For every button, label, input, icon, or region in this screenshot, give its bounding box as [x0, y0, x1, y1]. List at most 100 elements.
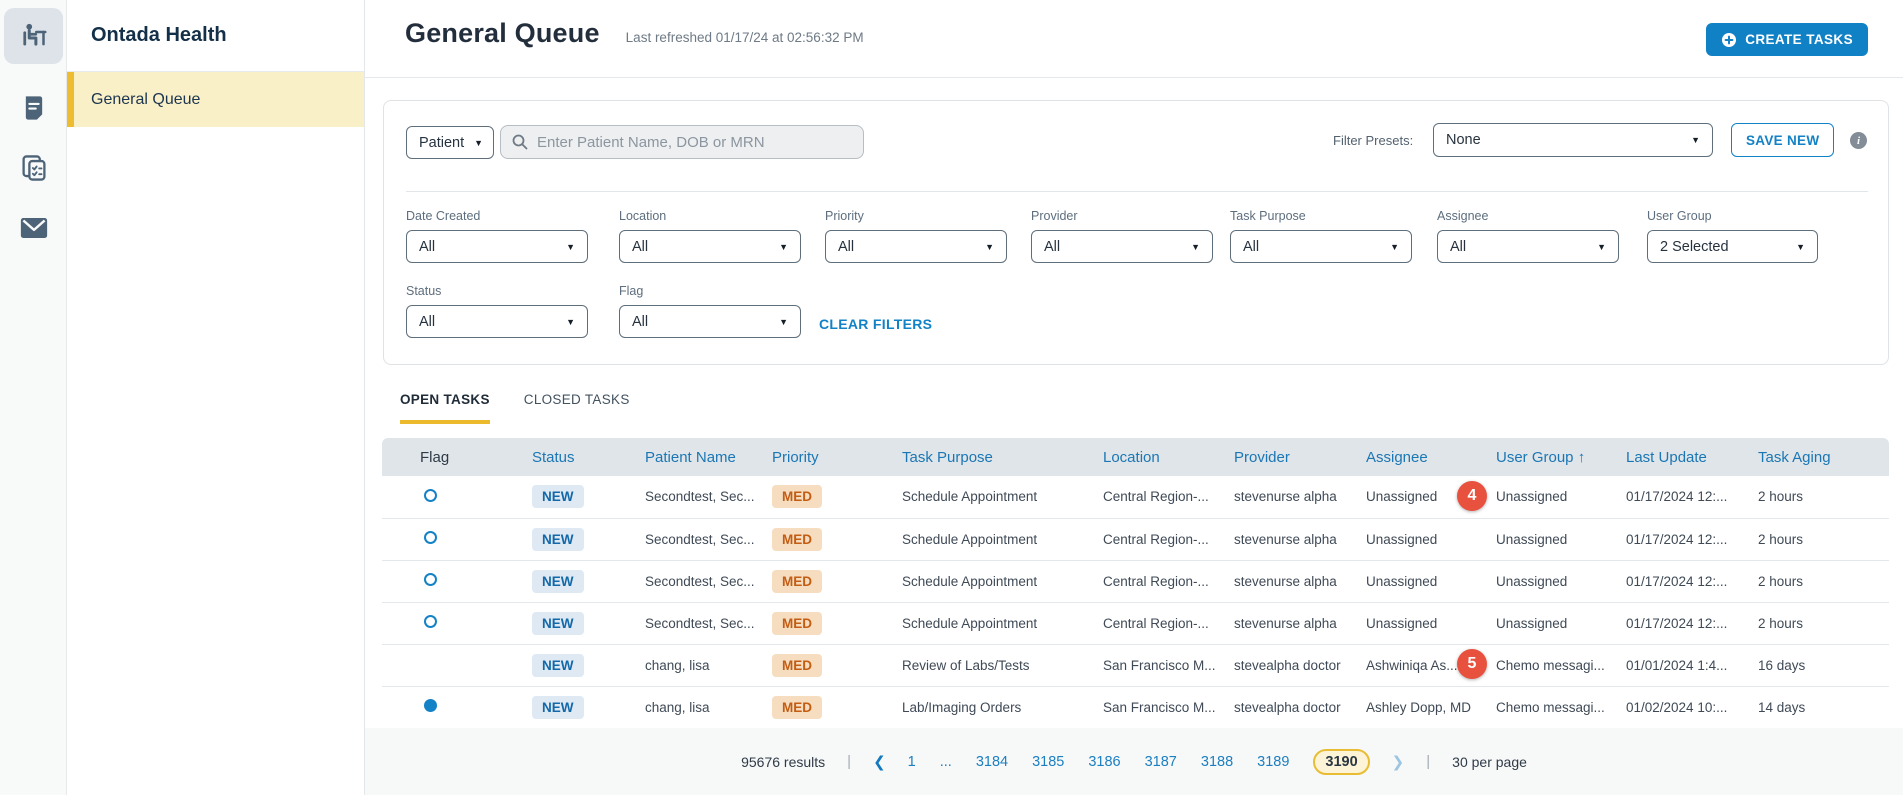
- filter-label: Flag: [619, 284, 644, 298]
- status-badge: NEW: [532, 695, 584, 719]
- annotation-marker-4: 4: [1457, 481, 1487, 511]
- column-header-assignee[interactable]: Assignee: [1366, 448, 1428, 466]
- sidebar-item-general-queue[interactable]: General Queue: [67, 72, 364, 127]
- page-link[interactable]: 1: [907, 753, 916, 770]
- page-link[interactable]: 3185: [1032, 753, 1065, 770]
- filter-label: Status: [406, 284, 442, 298]
- date-created-dropdown[interactable]: All ▼: [406, 230, 588, 263]
- page-link[interactable]: 3189: [1257, 753, 1290, 770]
- flag-outline-icon[interactable]: [424, 615, 437, 628]
- plus-circle-icon: [1722, 32, 1737, 47]
- provider-cell: stevenurse alpha: [1234, 615, 1337, 631]
- column-header-user-group[interactable]: User Group ↑: [1496, 448, 1586, 466]
- page-link-current[interactable]: 3190: [1313, 748, 1370, 775]
- priority-dropdown[interactable]: All ▼: [825, 230, 1007, 263]
- previous-page-chevron-icon[interactable]: ❮: [873, 753, 886, 771]
- status-dropdown[interactable]: All ▼: [406, 305, 588, 338]
- task-aging-cell: 2 hours: [1758, 531, 1804, 547]
- rail-mail-button[interactable]: [0, 200, 67, 256]
- flag-outline-icon[interactable]: [424, 573, 437, 586]
- filter-presets-dropdown[interactable]: None ▼: [1433, 123, 1713, 157]
- save-new-button[interactable]: SAVE NEW: [1731, 123, 1835, 157]
- patient-search-input[interactable]: [537, 133, 853, 151]
- provider-dropdown[interactable]: All ▼: [1031, 230, 1213, 263]
- flag-cell: [382, 518, 532, 560]
- user-group-cell: Chemo messagi...: [1496, 657, 1605, 673]
- table-row[interactable]: NEW Secondtest, Sec... MED Schedule Appoint…: [382, 518, 1889, 560]
- clear-filters-button[interactable]: CLEAR FILTERS: [819, 316, 933, 332]
- table-row[interactable]: NEW Secondtest, Sec... MED Schedule Appoint…: [382, 560, 1889, 602]
- task-purpose-cell: Schedule Appointment: [902, 615, 1038, 631]
- filter-group-assignee: Assignee All ▼: [1437, 209, 1619, 263]
- provider-cell: stevealpha doctor: [1234, 657, 1341, 673]
- column-header-flag[interactable]: Flag: [420, 448, 450, 466]
- flag-outline-icon[interactable]: [424, 488, 437, 502]
- separator: |: [1426, 753, 1431, 770]
- dropdown-value: All: [1243, 238, 1260, 255]
- column-header-last-update[interactable]: Last Update: [1626, 448, 1707, 466]
- assignee-dropdown[interactable]: All ▼: [1437, 230, 1619, 263]
- table-row[interactable]: NEW chang, lisa MED Lab/Imaging Orders San F…: [382, 686, 1889, 728]
- chevron-down-icon: ▼: [1691, 135, 1700, 145]
- dropdown-value: All: [838, 238, 855, 255]
- column-header-priority[interactable]: Priority: [772, 448, 819, 466]
- location-dropdown[interactable]: All ▼: [619, 230, 801, 263]
- column-header-provider[interactable]: Provider: [1234, 448, 1290, 466]
- task-tabs: OPEN TASKS CLOSED TASKS: [400, 392, 630, 424]
- separator: |: [847, 753, 852, 770]
- page-link[interactable]: 3187: [1144, 753, 1177, 770]
- table-row[interactable]: NEW Secondtest, Sec... MED Schedule Appoint…: [382, 602, 1889, 644]
- assignee-cell: Ashwiniqa As...: [1366, 657, 1458, 673]
- flag-outline-icon[interactable]: [424, 531, 437, 544]
- per-page-selector[interactable]: 30 per page: [1452, 753, 1527, 770]
- column-header-patient-name[interactable]: Patient Name: [645, 448, 736, 466]
- flag-cell: [382, 686, 532, 728]
- page-link[interactable]: 3188: [1200, 753, 1234, 770]
- main-area: General Queue Last refreshed 01/17/24 at…: [365, 0, 1903, 795]
- status-badge: NEW: [532, 653, 584, 677]
- table-row[interactable]: NEW chang, lisa MED Review of Labs/Tests San…: [382, 644, 1889, 686]
- flag-cell: [382, 476, 532, 518]
- flag-cell: [382, 602, 532, 644]
- info-icon[interactable]: i: [1850, 132, 1867, 149]
- status-cell: NEW: [532, 644, 645, 686]
- column-header-location[interactable]: Location: [1103, 448, 1160, 466]
- column-header-task-aging[interactable]: Task Aging: [1758, 448, 1831, 466]
- tab-closed-tasks[interactable]: CLOSED TASKS: [523, 392, 630, 407]
- task-purpose-dropdown[interactable]: All ▼: [1230, 230, 1412, 263]
- filter-presets-value: None: [1446, 132, 1481, 148]
- task-purpose-cell: Review of Labs/Tests: [902, 657, 1030, 673]
- flag-dropdown[interactable]: All ▼: [619, 305, 801, 338]
- create-tasks-button[interactable]: CREATE TASKS: [1706, 23, 1868, 56]
- user-group-dropdown[interactable]: 2 Selected ▼: [1647, 230, 1818, 263]
- location-cell: Central Region-...: [1103, 573, 1209, 589]
- next-page-chevron-icon[interactable]: ❯: [1391, 753, 1405, 771]
- task-aging-cell: 14 days: [1758, 699, 1806, 715]
- page-link[interactable]: 3184: [975, 753, 1009, 770]
- assignee-cell: Unassigned: [1366, 489, 1438, 505]
- column-header-status[interactable]: Status: [532, 448, 575, 466]
- provider-cell: stevealpha doctor: [1234, 699, 1341, 715]
- filter-group-status: Status All ▼: [406, 284, 588, 338]
- filter-label: Priority: [825, 209, 864, 223]
- main-header: General Queue Last refreshed 01/17/24 at…: [365, 0, 1903, 78]
- column-header-task-purpose[interactable]: Task Purpose: [902, 448, 993, 466]
- location-cell: San Francisco M...: [1103, 699, 1216, 715]
- page-link[interactable]: 3186: [1088, 753, 1121, 770]
- tab-open-tasks[interactable]: OPEN TASKS: [400, 392, 490, 424]
- task-aging-cell: 2 hours: [1758, 615, 1804, 631]
- dropdown-value: All: [419, 313, 436, 330]
- rail-patient-chair-button[interactable]: [4, 8, 63, 64]
- flag-filled-icon[interactable]: [424, 699, 437, 712]
- search-type-dropdown[interactable]: Patient ▼: [406, 126, 494, 159]
- page-ellipsis: ...: [939, 753, 952, 770]
- table-row[interactable]: NEW Secondtest, Sec... MED Schedule Appoint…: [382, 476, 1889, 518]
- last-update-cell: 01/17/2024 12:...: [1626, 573, 1728, 589]
- search-icon: [512, 134, 528, 150]
- rail-document-button[interactable]: [0, 80, 67, 136]
- sidebar-item-label: General Queue: [91, 90, 201, 108]
- rail-task-cards-button[interactable]: [0, 140, 67, 196]
- patient-name-cell: Secondtest, Sec...: [645, 615, 755, 631]
- priority-badge: MED: [772, 569, 822, 593]
- patient-search-box: [500, 125, 864, 159]
